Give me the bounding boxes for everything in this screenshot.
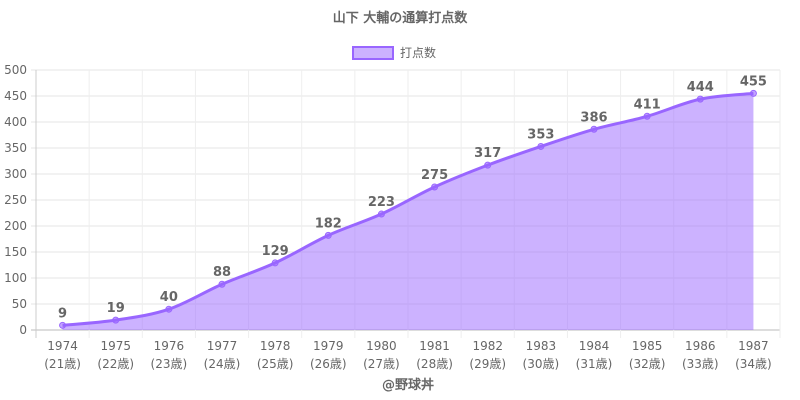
data-point bbox=[112, 316, 120, 324]
data-label: 129 bbox=[262, 244, 289, 259]
y-tick-label: 200 bbox=[4, 219, 27, 233]
x-tick-label: 1985 bbox=[632, 339, 663, 353]
legend-swatch bbox=[352, 46, 394, 60]
y-tick-label: 400 bbox=[4, 115, 27, 129]
x-tick-sublabel: (25歳) bbox=[257, 357, 294, 371]
x-tick-label: 1982 bbox=[472, 339, 503, 353]
x-tick-sublabel: (21歳) bbox=[44, 357, 81, 371]
data-point bbox=[324, 231, 332, 239]
y-tick-label: 450 bbox=[4, 89, 27, 103]
data-label: 317 bbox=[474, 146, 501, 161]
y-tick-label: 50 bbox=[12, 297, 27, 311]
data-point bbox=[218, 280, 226, 288]
x-tick-sublabel: (27歳) bbox=[363, 357, 400, 371]
x-tick-label: 1986 bbox=[685, 339, 716, 353]
x-tick-sublabel: (29歳) bbox=[469, 357, 506, 371]
x-tick-sublabel: (28歳) bbox=[416, 357, 453, 371]
x-tick-label: 1979 bbox=[313, 339, 344, 353]
x-tick-sublabel: (30歳) bbox=[523, 357, 560, 371]
x-tick-sublabel: (23歳) bbox=[151, 357, 188, 371]
data-label: 411 bbox=[634, 97, 661, 112]
x-tick-label: 1980 bbox=[366, 339, 397, 353]
legend[interactable]: 打点数 bbox=[352, 45, 436, 60]
x-tick-label: 1974 bbox=[47, 339, 78, 353]
x-tick-sublabel: (32歳) bbox=[629, 357, 666, 371]
data-point bbox=[271, 259, 279, 267]
x-tick-label: 1981 bbox=[419, 339, 450, 353]
x-tick-label: 1978 bbox=[260, 339, 291, 353]
x-tick-label: 1983 bbox=[526, 339, 557, 353]
data-label: 40 bbox=[160, 290, 178, 305]
x-tick-label: 1977 bbox=[207, 339, 238, 353]
data-label: 88 bbox=[213, 265, 231, 280]
data-point bbox=[749, 89, 757, 97]
x-tick-sublabel: (34歳) bbox=[735, 357, 772, 371]
y-tick-label: 500 bbox=[4, 63, 27, 77]
data-label: 353 bbox=[527, 127, 554, 142]
x-tick-sublabel: (33歳) bbox=[682, 357, 719, 371]
data-label: 19 bbox=[107, 301, 125, 316]
x-tick-label: 1975 bbox=[100, 339, 131, 353]
x-tick-sublabel: (24歳) bbox=[204, 357, 241, 371]
data-point bbox=[643, 112, 651, 120]
data-point bbox=[537, 142, 545, 150]
x-tick-label: 1984 bbox=[579, 339, 610, 353]
y-tick-label: 250 bbox=[4, 193, 27, 207]
data-point bbox=[59, 321, 67, 329]
data-point bbox=[377, 210, 385, 218]
data-point bbox=[431, 183, 439, 191]
x-tick-label: 1987 bbox=[738, 339, 769, 353]
y-tick-label: 300 bbox=[4, 167, 27, 181]
data-point bbox=[590, 125, 598, 133]
data-point bbox=[165, 305, 173, 313]
y-tick-label: 0 bbox=[19, 323, 27, 337]
data-label: 455 bbox=[740, 74, 767, 89]
x-tick-sublabel: (26歳) bbox=[310, 357, 347, 371]
y-tick-label: 100 bbox=[4, 271, 27, 285]
series-area bbox=[62, 93, 754, 331]
data-label: 275 bbox=[421, 168, 448, 183]
y-tick-label: 150 bbox=[4, 245, 27, 259]
data-label: 386 bbox=[580, 110, 607, 125]
data-label: 9 bbox=[58, 306, 67, 321]
x-tick-label: 1976 bbox=[154, 339, 185, 353]
data-label: 182 bbox=[315, 216, 342, 231]
data-label: 223 bbox=[368, 195, 395, 210]
x-tick-sublabel: (22歳) bbox=[97, 357, 134, 371]
x-tick-sublabel: (31歳) bbox=[576, 357, 613, 371]
data-point bbox=[484, 161, 492, 169]
data-point bbox=[696, 95, 704, 103]
series-line bbox=[62, 91, 754, 327]
y-tick-label: 350 bbox=[4, 141, 27, 155]
legend-label: 打点数 bbox=[400, 45, 436, 60]
data-label: 444 bbox=[687, 80, 714, 95]
chart-title: 山下 大輔の通算打点数 bbox=[333, 10, 469, 26]
credit-label: @野球丼 bbox=[382, 377, 434, 393]
